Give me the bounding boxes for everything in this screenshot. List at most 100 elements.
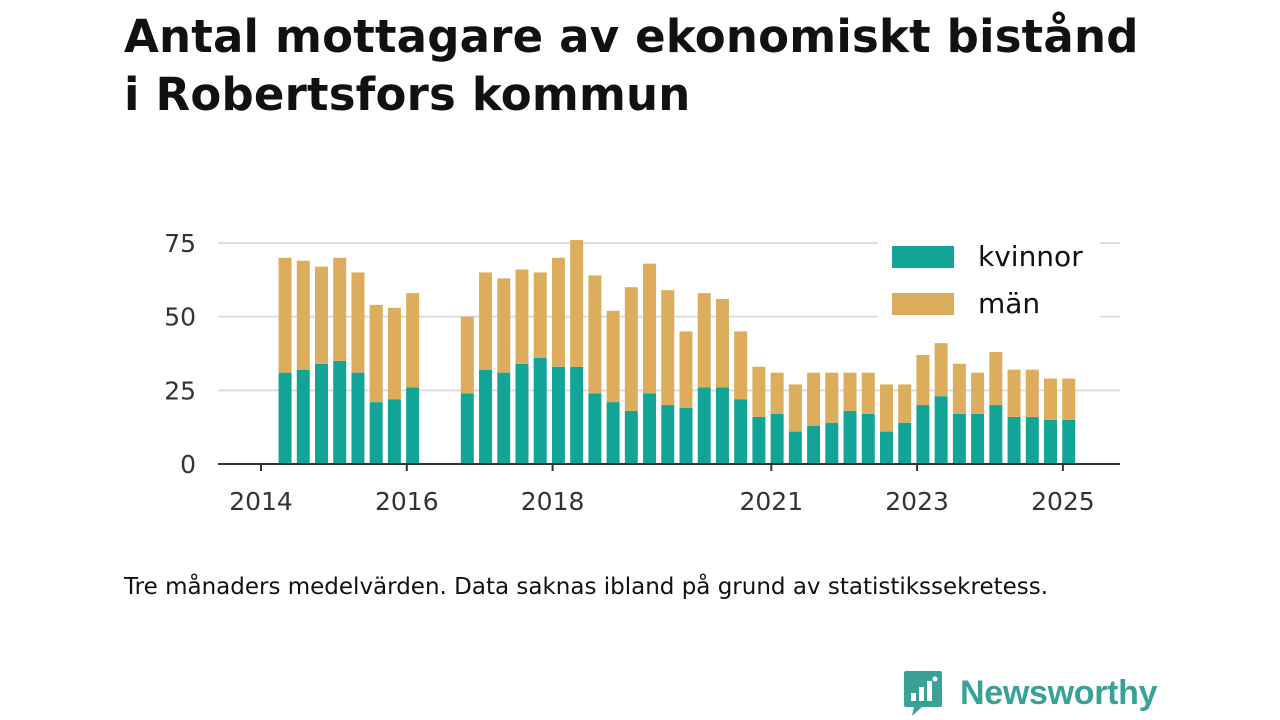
bar-man bbox=[679, 331, 693, 409]
y-tick-label-75: 75 bbox=[164, 229, 196, 258]
bar-kvinnor bbox=[278, 372, 292, 464]
bar-man bbox=[770, 372, 784, 414]
bar-man bbox=[715, 298, 729, 388]
bar-man bbox=[898, 384, 912, 423]
bar-kvinnor bbox=[715, 387, 729, 464]
bar-kvinnor bbox=[351, 372, 365, 464]
bar-kvinnor bbox=[697, 387, 711, 464]
x-tick-label-2021: 2021 bbox=[739, 487, 803, 516]
x-tick-label-2018: 2018 bbox=[521, 487, 585, 516]
bar-kvinnor bbox=[898, 422, 912, 464]
bar-man bbox=[606, 310, 620, 403]
bars bbox=[278, 240, 1076, 464]
bar-kvinnor bbox=[825, 422, 839, 464]
bar-kvinnor bbox=[497, 372, 511, 464]
bar-kvinnor bbox=[624, 410, 638, 464]
legend-label-man: män bbox=[978, 287, 1040, 320]
bar-kvinnor bbox=[387, 399, 401, 464]
legend-swatch-kvinnor bbox=[892, 246, 954, 268]
bar-man bbox=[1062, 378, 1076, 420]
bar-man bbox=[570, 240, 584, 367]
bar-man bbox=[387, 307, 401, 400]
bar-kvinnor bbox=[752, 416, 766, 464]
bar-kvinnor bbox=[861, 413, 875, 464]
chart-title-line-1: Antal mottagare av ekonomiskt bistånd bbox=[124, 10, 1139, 63]
bar-man bbox=[351, 272, 365, 373]
bar-kvinnor bbox=[971, 413, 985, 464]
bar-kvinnor bbox=[515, 363, 529, 464]
bar-kvinnor bbox=[296, 369, 310, 464]
x-tick-label-2014: 2014 bbox=[229, 487, 293, 516]
legend-swatch-man bbox=[892, 293, 954, 315]
bar-man bbox=[989, 352, 1003, 406]
bar-man bbox=[971, 372, 985, 414]
bar-man bbox=[278, 257, 292, 373]
bar-kvinnor bbox=[333, 360, 347, 464]
bar-kvinnor bbox=[533, 357, 547, 464]
chart-footnote: Tre månaders medelvärden. Data saknas ib… bbox=[124, 574, 1049, 600]
bar-man bbox=[934, 343, 948, 397]
bar-man bbox=[296, 260, 310, 370]
legend-label-kvinnor: kvinnor bbox=[978, 240, 1083, 273]
bar-man bbox=[497, 278, 511, 373]
bar-man bbox=[1007, 369, 1021, 417]
bar-kvinnor bbox=[315, 363, 329, 464]
bar-man bbox=[333, 257, 347, 361]
bar-man bbox=[406, 293, 420, 388]
x-tick-label-2023: 2023 bbox=[885, 487, 949, 516]
bar-kvinnor bbox=[369, 402, 383, 464]
bar-kvinnor bbox=[770, 413, 784, 464]
bar-man bbox=[460, 316, 474, 394]
chart-title: Antal mottagare av ekonomiskt bistånd i … bbox=[124, 8, 1224, 124]
bar-kvinnor bbox=[551, 366, 565, 464]
bar-man bbox=[479, 272, 493, 370]
bar-kvinnor bbox=[916, 405, 930, 464]
bar-man bbox=[551, 257, 565, 367]
bar-man bbox=[843, 372, 857, 411]
bar-kvinnor bbox=[479, 369, 493, 464]
bar-kvinnor bbox=[788, 431, 802, 464]
bar-kvinnor bbox=[879, 431, 893, 464]
bar-man bbox=[788, 384, 802, 432]
bar-kvinnor bbox=[989, 405, 1003, 464]
bar-man bbox=[825, 372, 839, 423]
bar-man bbox=[861, 372, 875, 414]
bar-man bbox=[916, 354, 930, 406]
bar-man bbox=[879, 384, 893, 432]
y-tick-label-25: 25 bbox=[164, 376, 196, 405]
bar-kvinnor bbox=[1007, 416, 1021, 464]
bar-man bbox=[1025, 369, 1039, 417]
bar-kvinnor bbox=[1044, 419, 1058, 464]
bar-kvinnor bbox=[588, 393, 602, 464]
brand-logo: Newsworthy bbox=[902, 668, 1158, 718]
x-tick-label-2025: 2025 bbox=[1031, 487, 1095, 516]
bar-kvinnor bbox=[952, 413, 966, 464]
newsworthy-logo-icon bbox=[904, 671, 942, 716]
bar-man bbox=[643, 263, 657, 394]
x-tick-label-2016: 2016 bbox=[375, 487, 439, 516]
bar-kvinnor bbox=[679, 408, 693, 464]
x-axis: 2014 2016 2018 2021 2023 2025 bbox=[218, 463, 1120, 516]
bar-kvinnor bbox=[606, 402, 620, 464]
bar-man bbox=[1044, 378, 1058, 420]
chart-title-line-2: i Robertsfors kommun bbox=[124, 68, 691, 121]
bar-man bbox=[734, 331, 748, 400]
bar-man bbox=[533, 272, 547, 358]
y-axis-ticks: 0 25 50 75 bbox=[164, 229, 196, 479]
bar-man bbox=[624, 287, 638, 411]
bar-kvinnor bbox=[643, 393, 657, 464]
bar-kvinnor bbox=[460, 393, 474, 464]
bar-man bbox=[752, 366, 766, 417]
bar-kvinnor bbox=[934, 396, 948, 464]
bar-kvinnor bbox=[1025, 416, 1039, 464]
y-tick-label-0: 0 bbox=[180, 450, 196, 479]
bar-man bbox=[515, 269, 529, 364]
bar-kvinnor bbox=[570, 366, 584, 464]
bar-kvinnor bbox=[807, 425, 821, 464]
bar-man bbox=[588, 275, 602, 394]
bar-kvinnor bbox=[1062, 419, 1076, 464]
bar-man bbox=[315, 266, 329, 364]
bar-kvinnor bbox=[843, 410, 857, 464]
brand-name: Newsworthy bbox=[960, 673, 1158, 712]
